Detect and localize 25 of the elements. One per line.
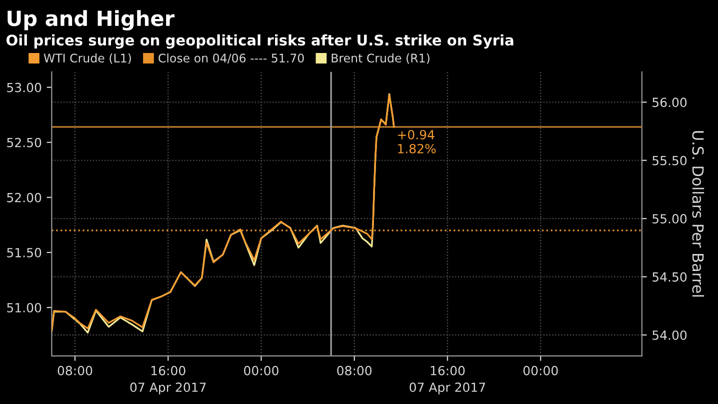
x-tick-label: 08:00	[337, 366, 372, 376]
y-tick-label: 52.50	[7, 138, 42, 148]
y2-tick-label: 55.00	[652, 214, 687, 224]
y-tick-label: 51.50	[7, 248, 42, 258]
y-tick-label: 51.00	[7, 302, 42, 312]
chart-title: Up and Higher	[8, 10, 175, 30]
x-tick-label: 08:00	[58, 366, 92, 376]
x-tick-label: 00:00	[523, 366, 558, 376]
y2-tick-label: 54.50	[652, 272, 687, 282]
y2-tick-label: 55.50	[652, 156, 687, 166]
y-tick-label: 52.00	[7, 192, 42, 202]
legend-label: Brent Crude (R1)	[332, 53, 430, 64]
text: 07 Apr 2017	[130, 382, 206, 394]
y2-tick-label: 56.00	[652, 98, 687, 108]
chart-subtitle: Oil prices surge on geopolitical risks after U.S. strike on Syria	[6, 34, 514, 49]
text: 07 Apr 2017	[410, 382, 486, 394]
y2-axis-title: U.S. Dollars Per Barrel	[692, 131, 704, 297]
legend-label: WTI Crude (L1)	[44, 53, 131, 64]
x-tick-label: 00:00	[244, 366, 278, 376]
y-tick-label: 53.00	[7, 82, 42, 92]
annotation: +0.94 1.82%	[398, 130, 436, 154]
legend-label: Close on 04/06 ---- 51.70	[158, 53, 304, 64]
y2-tick-label: 54.00	[652, 330, 687, 340]
x-tick-label: 16:00	[151, 366, 186, 376]
x-tick-label: 16:00	[430, 366, 465, 376]
